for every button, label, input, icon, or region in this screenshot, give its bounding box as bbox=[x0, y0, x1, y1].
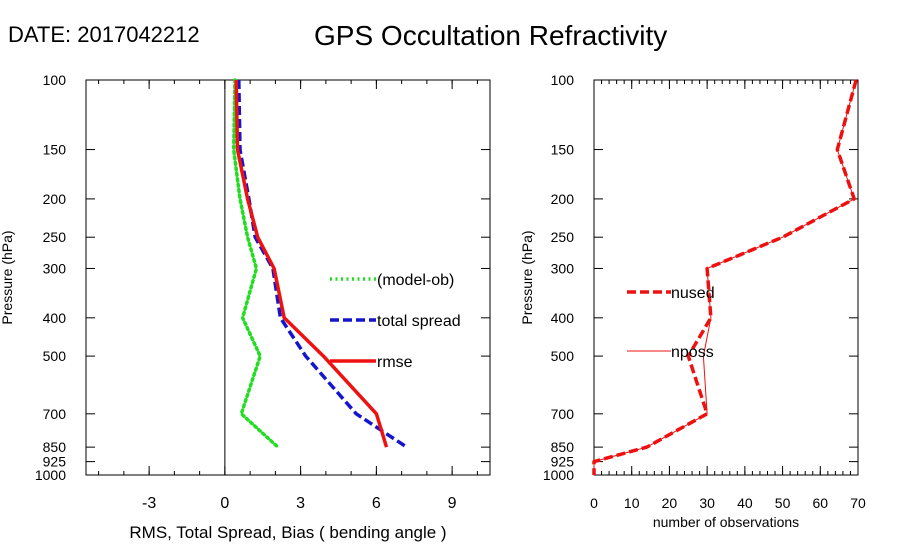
y-tick-label: 200 bbox=[43, 191, 67, 207]
date-label: DATE: 2017042212 bbox=[8, 22, 200, 47]
y-tick-label: 700 bbox=[551, 406, 575, 422]
y-tick-label: 850 bbox=[43, 439, 67, 455]
x-tick-label: -3 bbox=[142, 495, 156, 512]
x-tick-label: 70 bbox=[850, 495, 866, 511]
series-line-rmse bbox=[234, 79, 389, 448]
x-tick-label: 0 bbox=[220, 495, 229, 512]
y-tick-label: 100 bbox=[43, 72, 67, 88]
series-line-total-spread bbox=[237, 79, 408, 449]
chart-title: GPS Occultation Refractivity bbox=[314, 20, 668, 51]
plot-frame bbox=[85, 79, 491, 476]
y-tick-label: 400 bbox=[551, 310, 575, 326]
legend-label: rmse bbox=[377, 354, 413, 371]
legend-label: nused bbox=[671, 285, 715, 302]
y-tick-label: 700 bbox=[43, 406, 67, 422]
y-tick-label: 850 bbox=[551, 439, 575, 455]
y-tick-label: 1000 bbox=[543, 467, 574, 483]
x-tick-label: 10 bbox=[624, 495, 640, 511]
x-tick-label: 20 bbox=[662, 495, 678, 511]
y-tick-label: 925 bbox=[551, 454, 575, 470]
legend-label: total spread bbox=[377, 313, 461, 330]
y-tick-label: 300 bbox=[551, 260, 575, 276]
x-tick-label: 40 bbox=[737, 495, 753, 511]
series-line-nused bbox=[592, 79, 858, 475]
legend-label: (model-ob) bbox=[377, 272, 454, 289]
y-tick-label: 500 bbox=[43, 348, 67, 364]
x-tick-label: 0 bbox=[590, 495, 598, 511]
y-tick-label: 150 bbox=[43, 142, 67, 158]
x-tick-label: 9 bbox=[448, 495, 457, 512]
x-tick-label: 50 bbox=[775, 495, 791, 511]
y-axis-label: Pressure (hPa) bbox=[0, 230, 15, 324]
series-line-nposs bbox=[593, 79, 857, 475]
y-tick-label: 250 bbox=[43, 229, 67, 245]
x-tick-label: 6 bbox=[372, 495, 381, 512]
x-tick-label: 30 bbox=[699, 495, 715, 511]
y-tick-label: 200 bbox=[551, 191, 575, 207]
x-axis-label: number of observations bbox=[653, 514, 799, 530]
y-tick-label: 1000 bbox=[35, 467, 66, 483]
x-tick-label: 60 bbox=[812, 495, 828, 511]
y-tick-label: 250 bbox=[551, 229, 575, 245]
y-tick-label: 400 bbox=[43, 310, 67, 326]
y-tick-label: 925 bbox=[43, 454, 67, 470]
y-tick-label: 150 bbox=[551, 142, 575, 158]
plot-frame bbox=[593, 79, 859, 476]
y-tick-label: 500 bbox=[551, 348, 575, 364]
y-tick-label: 300 bbox=[43, 260, 67, 276]
y-tick-label: 100 bbox=[551, 72, 575, 88]
y-axis-label: Pressure (hPa) bbox=[519, 230, 535, 324]
x-tick-label: 3 bbox=[296, 495, 305, 512]
x-axis-label: RMS, Total Spread, Bias ( bending angle … bbox=[129, 523, 446, 542]
legend-label: nposs bbox=[671, 344, 714, 361]
